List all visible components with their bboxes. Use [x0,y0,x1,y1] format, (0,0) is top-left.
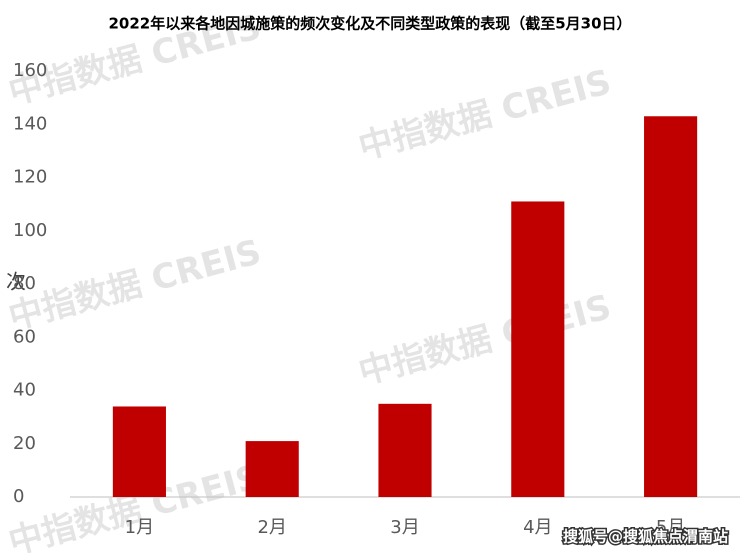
bar [644,116,698,497]
y-tick-label: 0 [13,486,24,507]
y-tick-label: 120 [13,167,47,188]
bar [245,441,299,497]
y-axis-label: 次 [6,270,26,294]
bar [112,406,166,497]
x-tick-label: 5月 [656,517,685,538]
x-tick-label: 2月 [257,517,286,538]
y-tick-label: 20 [13,433,36,454]
y-tick-label: 40 [13,380,36,401]
bar [378,403,432,497]
y-tick-label: 140 [13,113,47,134]
watermark: 中指数据 CREIS [4,232,265,338]
watermark: 中指数据 CREIS [354,62,615,168]
chart-title: 2022年以来各地因城施策的频次变化及不同类型政策的表现（截至5月30日） [108,15,631,33]
y-tick-label: 60 [13,326,36,347]
plot: 0 20 40 60 80 100 120 140 160 1月 2月 3月 4月 5月 [13,60,698,538]
bar [511,201,565,497]
watermark: 中指数据 CREIS [354,287,615,393]
x-tick-label: 4月 [523,517,552,538]
y-tick-label: 160 [13,60,47,81]
y-tick-label: 80 [13,273,36,294]
y-tick-label: 100 [13,220,47,241]
credit: 搜狐号@搜狐焦点渭南站 [563,528,728,546]
x-tick-label: 3月 [390,517,419,538]
x-tick-label: 1月 [125,517,154,538]
